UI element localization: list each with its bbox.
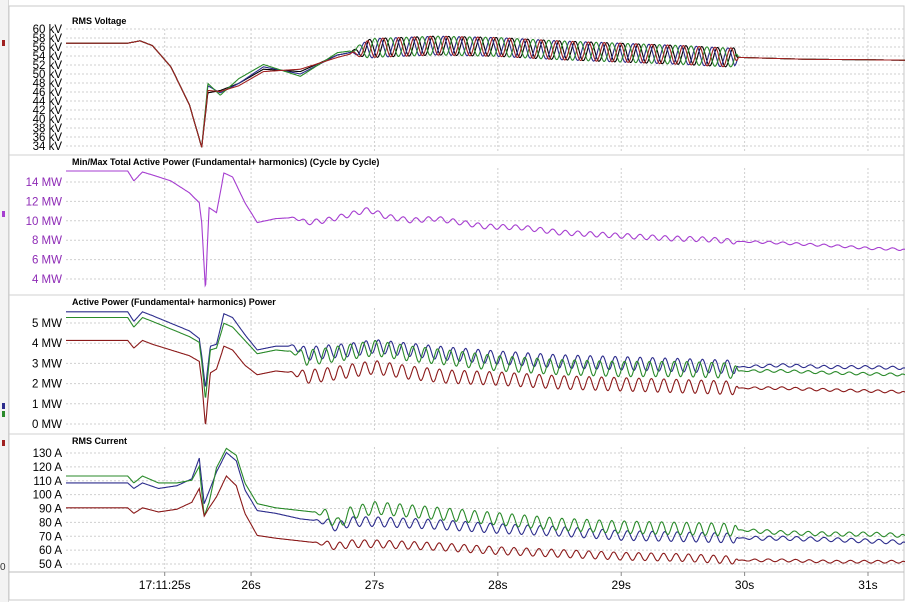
- y-tick-label: 38 kV: [33, 123, 63, 135]
- y-tick-label: 12 MW: [26, 196, 63, 208]
- series-marker-darkred: [2, 440, 5, 446]
- chart-frame: [8, 5, 905, 601]
- y-tick-label: 80 A: [39, 517, 62, 529]
- y-tick-label: 48 kV: [33, 78, 63, 90]
- x-tick-label: 26s: [241, 578, 260, 592]
- y-tick-label: 50 kV: [33, 69, 63, 81]
- y-tick-label: 10 MW: [26, 216, 63, 228]
- y-tick-label: 44 kV: [33, 96, 63, 108]
- y-tick-label: 1 MW: [32, 399, 62, 411]
- y-tick-label: 40 kV: [33, 114, 63, 126]
- y-tick-label: 50 A: [39, 559, 62, 571]
- y-tick-label: 36 kV: [33, 132, 63, 144]
- series-line-1: [66, 311, 905, 387]
- panel-2: Min/Max Total Active Power (Fundamental+…: [9, 154, 905, 292]
- x-tick-label: 17:11:25s: [139, 578, 191, 592]
- series-line-1: [66, 170, 905, 288]
- series-marker-blue: [2, 403, 5, 409]
- y-tick-label: 60 A: [39, 545, 62, 557]
- series-line-3: [66, 339, 905, 425]
- series-line-2: [66, 447, 905, 538]
- x-tick-label: 27s: [365, 578, 384, 592]
- series-line-1: [66, 451, 905, 545]
- bottom-left-label: 0: [0, 562, 6, 573]
- panel-3: Active Power (Fundamental+ harmonics) Po…: [9, 294, 905, 432]
- series-marker-green: [2, 411, 5, 417]
- panel-title: RMS Current: [72, 436, 127, 446]
- y-tick-label: 4 MW: [32, 338, 62, 350]
- y-tick-label: 14 MW: [26, 177, 63, 189]
- y-tick-label: 120 A: [33, 462, 63, 474]
- y-tick-label: 5 MW: [32, 318, 62, 330]
- y-tick-label: 4 MW: [32, 274, 62, 286]
- panel-4: RMS Current 130 A 120 A 110 A 100 A 90 A80 A 7…: [9, 433, 905, 571]
- panel-title: Active Power (Fundamental+ harmonics) Po…: [72, 297, 276, 307]
- series-line-3: [66, 475, 905, 565]
- y-tick-label: 2 MW: [32, 379, 62, 391]
- y-tick-label: 54 kV: [33, 51, 63, 63]
- x-tick-label: 28s: [488, 578, 507, 592]
- y-tick-label: 8 MW: [32, 235, 62, 247]
- y-tick-label: 3 MW: [32, 358, 62, 370]
- y-tick-label: 56 kV: [33, 42, 63, 54]
- series-marker-purple: [2, 211, 5, 217]
- y-tick-label: 70 A: [39, 531, 62, 543]
- series-line-4: [66, 35, 905, 148]
- y-tick-label: 60 kV: [33, 24, 63, 36]
- y-tick-label: 90 A: [39, 504, 62, 516]
- y-tick-label: 100 A: [33, 490, 63, 502]
- panel-title: Min/Max Total Active Power (Fundamental+…: [72, 157, 379, 167]
- x-tick-label: 29s: [612, 578, 631, 592]
- y-tick-label: 42 kV: [33, 105, 63, 117]
- y-tick-label: 46 kV: [33, 87, 63, 99]
- panel-title: RMS Voltage: [72, 16, 126, 26]
- series-line-2: [66, 316, 905, 398]
- x-tick-label: 31s: [858, 578, 877, 592]
- x-tick-label: 30s: [735, 578, 754, 592]
- y-tick-label: 130 A: [33, 448, 63, 460]
- y-tick-label: 34 kV: [33, 141, 63, 153]
- y-tick-label: 58 kV: [33, 33, 63, 45]
- y-tick-label: 6 MW: [32, 255, 62, 267]
- y-tick-label: 110 A: [33, 476, 62, 488]
- series-marker-red: [2, 40, 5, 46]
- y-tick-label: 0 MW: [32, 419, 62, 431]
- y-tick-label: 52 kV: [33, 60, 63, 72]
